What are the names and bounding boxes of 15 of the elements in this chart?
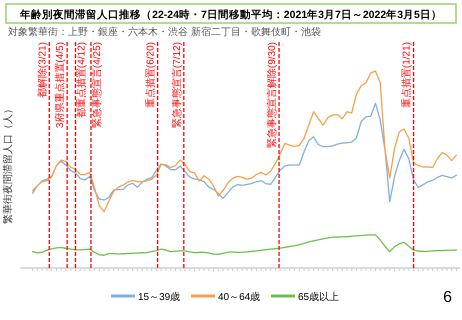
legend-label: 40～64歳 xyxy=(218,291,260,303)
y-axis-title: 繁華街夜間滞留人口（人） xyxy=(2,104,14,224)
annotation: 都重点措置(4/12) xyxy=(75,42,88,118)
legend-label: 65歳以上 xyxy=(298,291,340,303)
chart-subtitle: 対象繁華街：上野・銀座・六本木・渋谷 新宿二丁目・歌舞伎町・池袋 xyxy=(8,26,321,38)
annotation: 緊急事態宣言(4/25) xyxy=(90,42,103,128)
text: 6 xyxy=(443,289,452,306)
legend-label: 15～39歳 xyxy=(138,291,180,303)
chart-title: 年齢別夜間滞留人口推移（22-24時・7日間移動平均：2021年3月7日～2022年3月5日） xyxy=(19,8,442,21)
annotation: 重点措置(6/20) xyxy=(144,42,157,108)
annotation: 重点措置(1/21) xyxy=(400,42,413,108)
annotation: 緊急事態宣言(7/12) xyxy=(170,42,183,128)
annotation: 緊急事態宣言解除(9/30) xyxy=(266,42,278,148)
annotation: 3府県重点措置(4/5) xyxy=(54,42,66,128)
annotation: 都解除(3/21) xyxy=(36,42,48,98)
